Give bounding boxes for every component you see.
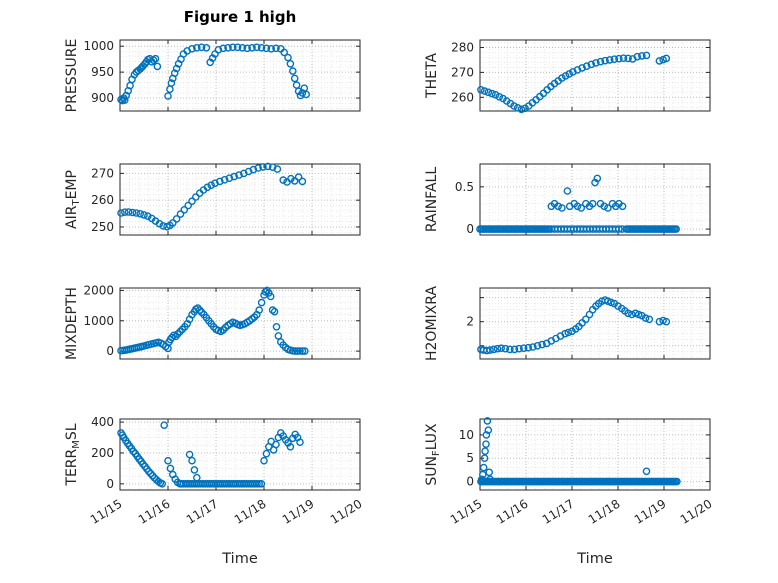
- airtemp-ytick-label: 270: [91, 166, 114, 180]
- pressure-ticks: [119, 40, 361, 111]
- theta-ticks: [479, 40, 711, 111]
- theta-minor-grid: [479, 40, 711, 111]
- sunflux-ytick-label: 0: [466, 475, 474, 489]
- theta-axes-box: [479, 39, 711, 112]
- terrmsl-xtick-label: 11/16: [136, 497, 173, 527]
- h2omixra-ytick-label: 2: [466, 315, 474, 329]
- mixdepth-ticks: [119, 288, 361, 359]
- subplot-h2omixra: 2 H2OMIXRA: [424, 286, 711, 361]
- sunflux-xtick-label: 11/20: [678, 497, 715, 527]
- mixdepth-axes-box: [119, 287, 361, 360]
- figure-title: Figure 1 high: [183, 8, 297, 26]
- theta-ytick-label: 260: [451, 90, 474, 104]
- terrmsl-xtick-label: 11/18: [232, 497, 269, 527]
- terrmsl-axes-box: [119, 418, 361, 491]
- terrmsl-xtick-label: 11/20: [328, 497, 365, 527]
- h2omixra-ticks: [479, 288, 711, 359]
- h2omixra-minor-grid: [479, 288, 711, 359]
- h2omixra-ylabel: H2OMIXRA: [424, 286, 440, 361]
- mixdepth-ylabel: MIXDEPTH: [64, 287, 80, 360]
- h2omixra-axes-box: [479, 287, 711, 360]
- rainfall-ticks: [479, 164, 711, 235]
- terrmsl-ytick-label: 200: [91, 446, 114, 460]
- rainfall-points: [476, 174, 681, 233]
- sunflux-ylabel: SUNFLUX: [424, 423, 442, 486]
- xlabel-time-left: Time: [221, 551, 258, 567]
- pressure-ytick-label: 900: [91, 91, 114, 105]
- xlabel-time-right: Time: [576, 551, 613, 567]
- sunflux-xtick-label: 11/15: [448, 497, 485, 527]
- airtemp-ylabel: AIRTEMP: [64, 170, 82, 229]
- sunflux-xtick-label: 11/19: [632, 497, 669, 527]
- terrmsl-ytick-label: 400: [91, 415, 114, 429]
- rainfall-major-grid: [479, 164, 711, 235]
- sunflux-points: [477, 417, 681, 486]
- terrmsl-points: [117, 421, 304, 488]
- rainfall-axes-box: [479, 163, 711, 236]
- airtemp-axes-box: [119, 163, 361, 236]
- sunflux-ytick-label: 10: [459, 428, 474, 442]
- pressure-points: [117, 43, 311, 105]
- theta-ytick-label: 280: [451, 40, 474, 54]
- pressure-axes-box: [119, 39, 361, 112]
- mixdepth-ytick-label: 2000: [83, 283, 114, 297]
- subplot-rainfall: 0 0.5 RAINFALL: [424, 163, 711, 236]
- subplot-theta: 260 270 280 THETA: [424, 39, 711, 114]
- pressure-ytick-label: 1000: [83, 39, 114, 53]
- airtemp-ticks: [119, 164, 361, 235]
- sunflux-xtick-label: 11/18: [586, 497, 623, 527]
- mixdepth-ytick-label: 1000: [83, 314, 114, 328]
- airtemp-ytick-label: 250: [91, 220, 114, 234]
- sunflux-axes-box: [479, 418, 711, 491]
- theta-points: [477, 51, 671, 114]
- rainfall-minor-grid: [479, 164, 711, 235]
- terrmsl-xtick-label: 11/19: [280, 497, 317, 527]
- theta-ytick-label: 270: [451, 65, 474, 79]
- terrmsl-ylabel: TERRMSL: [64, 423, 82, 486]
- sunflux-xtick-label: 11/17: [540, 497, 577, 527]
- terrmsl-xtick-label: 11/15: [88, 497, 125, 527]
- mixdepth-points: [117, 286, 309, 355]
- theta-major-grid: [479, 40, 711, 111]
- sunflux-ytick-label: 5: [466, 451, 474, 465]
- theta-ylabel: THETA: [424, 53, 440, 99]
- h2omixra-points: [477, 296, 671, 355]
- airtemp-points: [117, 162, 307, 231]
- mixdepth-ytick-label: 0: [106, 344, 114, 358]
- airtemp-ytick-label: 260: [91, 193, 114, 207]
- terrmsl-xtick-label: 11/17: [184, 497, 221, 527]
- terrmsl-ytick-label: 0: [106, 477, 114, 491]
- subplot-terrmsl: 0 200 400 11/15 11/16 11/17 11/18 11/19 11/20 TER…: [64, 415, 365, 527]
- sunflux-xtick-label: 11/16: [494, 497, 531, 527]
- rainfall-ytick-label: 0.5: [455, 180, 474, 194]
- mixdepth-major-grid: [119, 288, 361, 359]
- h2omixra-major-grid: [479, 288, 711, 359]
- rainfall-ytick-label: 0: [466, 222, 474, 236]
- rainfall-ylabel: RAINFALL: [424, 167, 440, 232]
- subplot-sunflux: 0 5 10 11/15 11/16 11/17 11/18 11/19 11/20 SUNFLU…: [424, 417, 715, 527]
- pressure-ytick-label: 950: [91, 65, 114, 79]
- pressure-ylabel: PRESSURE: [64, 39, 80, 113]
- subplot-airtemp: 250 260 270 AIRTEMP: [64, 162, 361, 236]
